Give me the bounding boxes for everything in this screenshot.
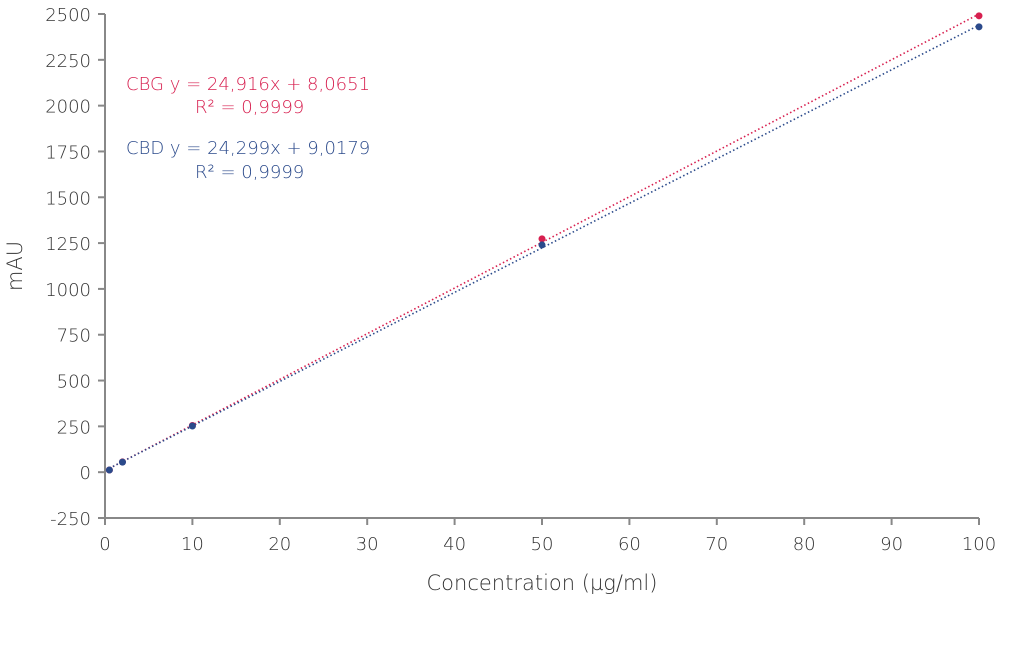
cbd-equation: CBD y = 24,299x + 9,0179 [126, 138, 370, 159]
y-tick-label: 1750 [45, 142, 91, 163]
data-point-cbd [188, 422, 196, 430]
x-tick-label: 20 [268, 534, 291, 555]
y-tick-label: 750 [57, 326, 91, 347]
data-point-cbd [105, 466, 113, 474]
data-point-cbd [975, 23, 983, 31]
y-tick-label: 2000 [45, 97, 91, 118]
axes: -250025050075010001250150017502000225025… [45, 5, 996, 555]
data-point-cbd [118, 458, 126, 466]
x-tick-label: 50 [531, 534, 554, 555]
data-point-cbg [975, 12, 983, 20]
y-tick-label: 1000 [45, 280, 91, 301]
cbg-r2: R² = 0,9999 [195, 97, 304, 118]
x-axis-label: Concentration (µg/ml) [427, 571, 658, 595]
data-point-cbd [538, 241, 546, 249]
y-tick-label: 1500 [45, 188, 91, 209]
cbg-equation: CBG y = 24,916x + 8,0651 [126, 74, 370, 95]
x-tick-label: 30 [356, 534, 379, 555]
x-tick-label: 10 [181, 534, 204, 555]
y-tick-label: 250 [57, 417, 91, 438]
x-tick-label: 70 [705, 534, 728, 555]
x-tick-label: 90 [880, 534, 903, 555]
y-tick-label: 1250 [45, 234, 91, 255]
x-tick-label: 60 [618, 534, 641, 555]
data-point-cbg [538, 235, 546, 243]
x-tick-label: 80 [793, 534, 816, 555]
cbd-r2: R² = 0,9999 [195, 162, 304, 183]
y-tick-label: 2500 [45, 5, 91, 26]
y-tick-label: 0 [80, 463, 91, 484]
y-tick-label: 2250 [45, 51, 91, 72]
x-tick-label: 100 [962, 534, 996, 555]
y-tick-label: -250 [50, 509, 91, 530]
y-axis-label: mAU [3, 241, 27, 291]
y-tick-label: 500 [57, 372, 91, 393]
x-tick-label: 40 [443, 534, 466, 555]
x-tick-label: 0 [99, 534, 110, 555]
data-points [105, 12, 983, 474]
